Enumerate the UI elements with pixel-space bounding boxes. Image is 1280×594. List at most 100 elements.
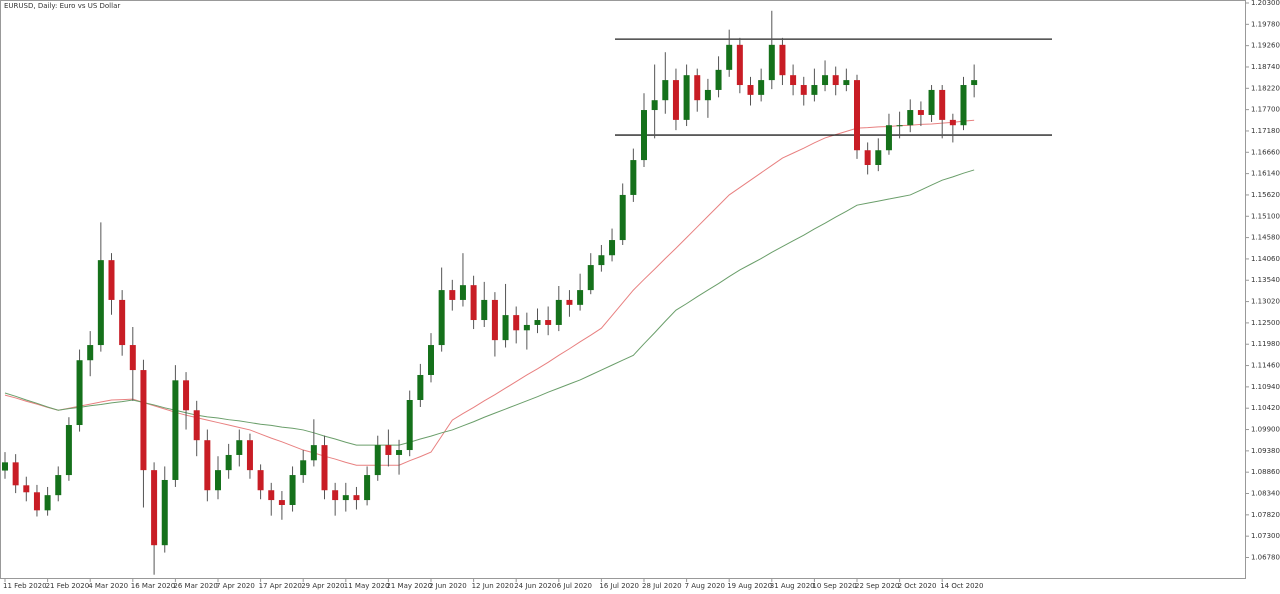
candle-body	[683, 75, 690, 120]
x-tick-label: 2 Jun 2020	[429, 582, 467, 590]
candle-body	[960, 85, 967, 126]
candle-body	[289, 475, 296, 505]
y-tick-label: 1.16140	[1251, 170, 1280, 178]
candle-body	[406, 400, 413, 451]
candle-body	[65, 425, 72, 476]
y-tick-label: 1.15620	[1251, 191, 1280, 199]
candle-body	[502, 315, 509, 341]
candle-body	[76, 360, 83, 426]
y-tick-label: 1.09900	[1251, 426, 1280, 434]
candle-body	[917, 110, 924, 115]
y-tick-label: 1.13020	[1251, 298, 1280, 306]
candle-body	[715, 69, 722, 90]
x-tick-label: 17 Apr 2020	[259, 582, 302, 590]
candle-body	[598, 255, 605, 266]
x-tick-label: 11 May 2020	[344, 582, 390, 590]
candle-body	[236, 440, 243, 455]
candle-body	[907, 110, 914, 126]
x-tick-label: 11 Feb 2020	[3, 582, 47, 590]
candle-body	[140, 370, 147, 471]
candle-body	[300, 460, 307, 476]
candle-body	[481, 299, 488, 321]
candle-body	[609, 240, 616, 256]
candle-body	[619, 194, 626, 241]
candle-body	[736, 44, 743, 86]
candle-body	[949, 119, 956, 126]
candle-body	[151, 470, 158, 546]
y-tick-label: 1.08860	[1251, 468, 1280, 476]
x-tick-label: 12 Jun 2020	[472, 582, 514, 590]
candle-body	[758, 80, 765, 95]
x-tick-label: 4 Mar 2020	[88, 582, 128, 590]
x-tick-label: 7 Apr 2020	[216, 582, 255, 590]
candle-body	[23, 485, 30, 493]
candle-body	[385, 445, 392, 455]
candle-body	[321, 445, 328, 491]
candle-body	[119, 299, 126, 346]
candle-body	[822, 75, 829, 86]
y-tick-label: 1.13540	[1251, 276, 1280, 284]
candle-body	[832, 75, 839, 86]
candle-body	[523, 324, 530, 331]
candle-body	[396, 450, 403, 455]
y-tick-label: 1.19780	[1251, 20, 1280, 28]
y-tick-label: 1.10940	[1251, 383, 1280, 391]
moving-average-line	[4, 169, 975, 446]
candle-body	[545, 320, 552, 325]
candle-body	[513, 315, 520, 331]
y-tick-label: 1.17700	[1251, 106, 1280, 114]
candle-body	[577, 290, 584, 305]
candle-body	[641, 110, 647, 161]
y-tick-label: 1.16660	[1251, 148, 1280, 156]
candle-body	[183, 380, 190, 411]
candle-body	[161, 479, 168, 546]
candle-body	[12, 462, 19, 486]
plot-frame	[0, 0, 1246, 579]
candle-body	[555, 299, 562, 325]
candle-body	[342, 495, 349, 501]
candle-body	[747, 85, 754, 95]
y-tick-label: 1.14060	[1251, 255, 1280, 263]
candle-body	[87, 345, 94, 361]
y-tick-label: 1.07300	[1251, 532, 1280, 540]
candle-body	[97, 260, 104, 346]
x-tick-label: 16 Jul 2020	[599, 582, 639, 590]
candle-body	[875, 150, 882, 166]
x-tick-label: 21 May 2020	[386, 582, 432, 590]
candle-body	[215, 470, 221, 491]
candle-body	[854, 80, 860, 151]
y-tick-label: 1.06780	[1251, 553, 1280, 561]
candle-body	[225, 454, 232, 471]
candle-body	[630, 160, 637, 195]
x-tick-label: 19 Aug 2020	[727, 582, 772, 590]
candle-body	[864, 150, 871, 166]
candle-body	[790, 75, 797, 86]
candle-body	[417, 374, 424, 401]
candle-body	[885, 125, 892, 151]
candle-body	[566, 299, 573, 305]
y-tick-label: 1.11460	[1251, 362, 1280, 370]
candle-body	[971, 80, 978, 86]
y-tick-label: 1.10420	[1251, 404, 1280, 412]
candle-body	[364, 475, 371, 501]
y-tick-label: 1.18740	[1251, 63, 1280, 71]
x-tick-label: 7 Aug 2020	[685, 582, 725, 590]
y-tick-label: 1.14580	[1251, 234, 1280, 242]
candle-body	[800, 85, 807, 95]
x-tick-label: 24 Jun 2020	[514, 582, 556, 590]
candle-body	[129, 345, 136, 371]
x-tick-label: 10 Sep 2020	[812, 582, 856, 590]
candle-body	[257, 470, 264, 491]
candle-body	[672, 80, 679, 120]
candle-body	[438, 290, 445, 346]
y-tick-label: 1.08340	[1251, 490, 1280, 498]
y-tick-label: 1.18220	[1251, 84, 1280, 92]
candle-body	[449, 290, 456, 300]
candle-body	[651, 100, 658, 111]
x-tick-label: 21 Feb 2020	[46, 582, 90, 590]
candle-body	[779, 44, 786, 76]
candle-body	[268, 490, 275, 501]
candle-body	[278, 500, 285, 505]
candle-body	[353, 495, 360, 501]
